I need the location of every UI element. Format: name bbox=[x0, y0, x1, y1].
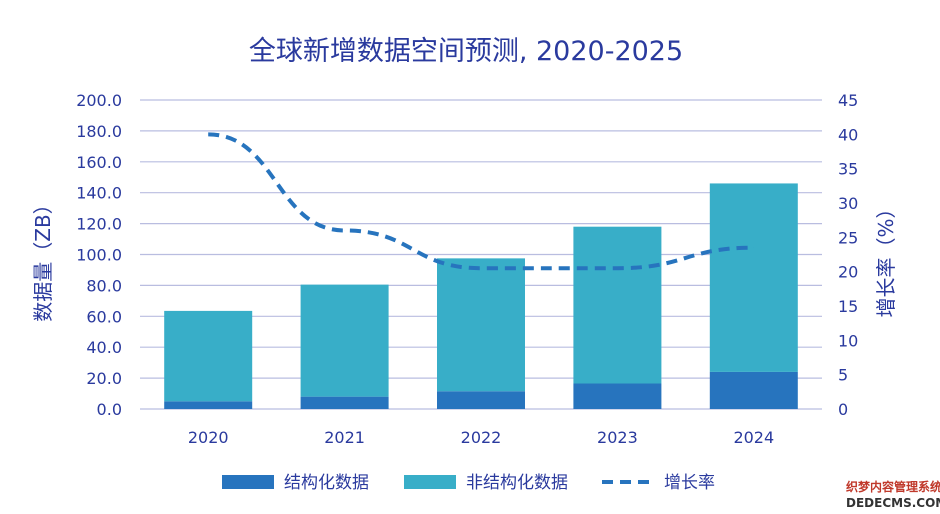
y-tick-label-2: 40.0 bbox=[86, 338, 122, 357]
legend-swatch-非结构化数据 bbox=[404, 475, 456, 489]
y2-tick-label-8: 40 bbox=[838, 125, 858, 144]
y-tick-label-0: 0.0 bbox=[97, 400, 122, 419]
bars bbox=[164, 183, 798, 409]
bar-非结构化数据-2023 bbox=[573, 226, 662, 384]
bar-非结构化数据-2022 bbox=[437, 258, 525, 392]
y-tick-label-5: 100.0 bbox=[76, 246, 122, 265]
growth-line bbox=[208, 132, 754, 271]
right-axis-ticks: 0 5 10 15 20 25 30 35 40 45 bbox=[838, 91, 858, 419]
x-tick-label-2024: 2024 bbox=[733, 428, 774, 447]
y2-tick-label-2: 10 bbox=[838, 331, 858, 350]
y-tick-label-6: 120.0 bbox=[76, 215, 122, 234]
y-tick-label-4: 80.0 bbox=[86, 276, 122, 295]
legend-label-非结构化数据: 非结构化数据 bbox=[466, 473, 568, 493]
bar-结构化数据-2023 bbox=[573, 383, 662, 409]
legend-label-结构化数据: 结构化数据 bbox=[284, 473, 369, 493]
watermark-line2: DEDECMS.COM bbox=[846, 496, 940, 510]
watermark: 织梦内容管理系统 DEDECMS.COM bbox=[846, 479, 940, 510]
y-tick-label-10: 200.0 bbox=[76, 91, 122, 110]
bar-非结构化数据-2024 bbox=[709, 183, 798, 372]
bar-非结构化数据-2021 bbox=[300, 284, 389, 397]
y2-axis-title: 增长率（%） bbox=[874, 198, 898, 317]
y-tick-label-9: 180.0 bbox=[76, 122, 122, 141]
y-axis-title: 数据量（ZB） bbox=[31, 194, 55, 321]
bar-结构化数据-2020 bbox=[164, 401, 253, 409]
bar-非结构化数据-2020 bbox=[164, 310, 253, 402]
legend: 结构化数据 非结构化数据 增长率 bbox=[222, 473, 715, 493]
y-tick-label-8: 160.0 bbox=[76, 153, 122, 172]
y-tick-label-7: 140.0 bbox=[76, 184, 122, 203]
watermark-line1: 织梦内容管理系统 bbox=[846, 479, 940, 494]
y2-tick-label-3: 15 bbox=[838, 297, 858, 316]
y2-tick-label-9: 45 bbox=[838, 91, 858, 110]
y-tick-label-1: 20.0 bbox=[86, 369, 122, 388]
bar-结构化数据-2021 bbox=[300, 396, 389, 409]
bar-结构化数据-2024 bbox=[709, 371, 798, 409]
x-tick-label-2022: 2022 bbox=[461, 428, 502, 447]
bar-结构化数据-2022 bbox=[437, 391, 525, 409]
x-tick-label-2020: 2020 bbox=[188, 428, 229, 447]
y2-tick-label-1: 5 bbox=[838, 366, 848, 385]
y2-tick-label-6: 30 bbox=[838, 194, 858, 213]
y2-tick-label-0: 0 bbox=[838, 400, 848, 419]
x-tick-label-2021: 2021 bbox=[324, 428, 365, 447]
legend-label-增长率: 增长率 bbox=[664, 473, 715, 493]
y2-tick-label-7: 35 bbox=[838, 160, 858, 179]
y-tick-label-3: 60.0 bbox=[86, 307, 122, 326]
left-axis-ticks: 0.0 20.0 40.0 60.0 80.0 100.0 120.0 140.0 160.0 1… bbox=[76, 91, 122, 419]
x-axis-ticks: 2020 2021 2022 2023 2024 bbox=[188, 428, 774, 447]
chart-title: 全球新增数据空间预测, 2020-2025 bbox=[249, 36, 683, 67]
y2-tick-label-4: 20 bbox=[838, 263, 858, 282]
x-tick-label-2023: 2023 bbox=[597, 428, 638, 447]
legend-swatch-结构化数据 bbox=[222, 475, 274, 489]
growth-line-path bbox=[208, 132, 754, 271]
y2-tick-label-5: 25 bbox=[838, 228, 858, 247]
